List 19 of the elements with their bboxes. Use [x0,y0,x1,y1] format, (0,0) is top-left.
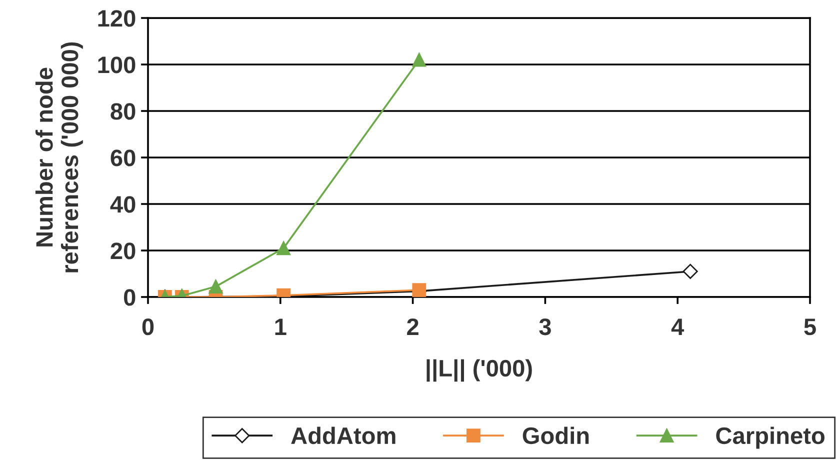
y-tick-label: 20 [110,242,136,260]
x-axis-title: ||L|| ('000) [426,359,532,382]
y-tick-label: 120 [98,10,136,27]
y-tick-label: 0 [124,289,136,306]
x-tick-label: 4 [671,318,684,335]
x-tick-label: 1 [275,318,286,335]
x-tick-label: 3 [539,318,551,336]
legend-label: Carpineto [716,426,824,449]
y-tick-label: 40 [110,196,136,213]
legend-label: Godin [522,426,589,444]
x-tick-label: 2 [407,318,418,335]
y-tick-label: 100 [98,56,136,74]
legend-label: AddAtom [291,426,396,444]
y-tick-label: 80 [110,103,136,120]
y-axis-title: Number of node references ('000 000) [35,42,83,272]
x-tick-label: 5 [804,318,816,336]
x-tick-label: 0 [142,318,154,336]
y-tick-label: 60 [110,150,136,166]
point [412,52,426,67]
